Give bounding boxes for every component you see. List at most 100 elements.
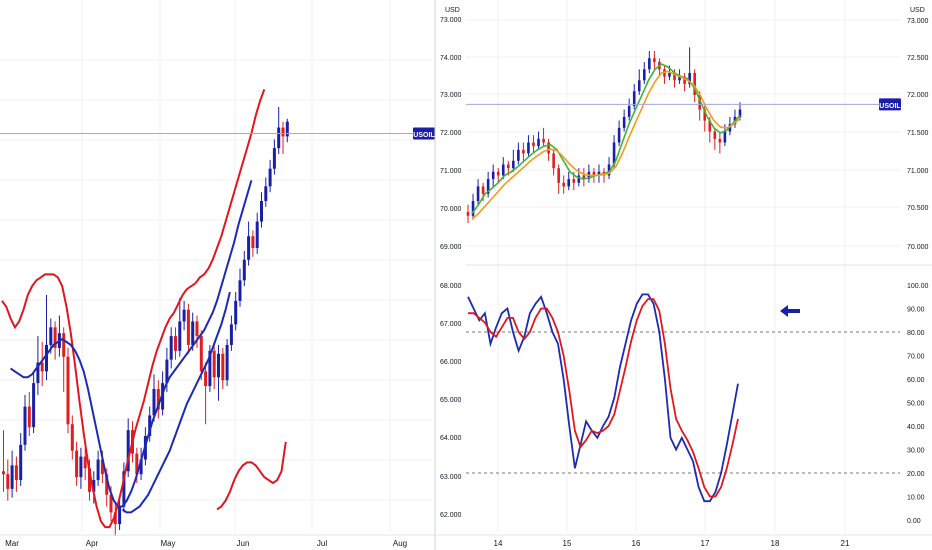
left-candle-body bbox=[152, 389, 156, 416]
right-ytick-label: 71.500 bbox=[907, 130, 929, 137]
right-candle-body bbox=[471, 201, 475, 216]
oscillator-ytick-label: 100.00 bbox=[907, 283, 929, 290]
left-candle-body bbox=[36, 362, 40, 384]
right-candle-body bbox=[653, 58, 656, 62]
left-candle-body bbox=[45, 344, 48, 372]
left-candle-body bbox=[92, 480, 96, 492]
left-candle-body bbox=[14, 465, 18, 481]
left-symbol-text: USOIL bbox=[413, 132, 435, 139]
right-ytick-label: 72.000 bbox=[907, 92, 929, 99]
left-band-lower_red bbox=[216, 441, 287, 511]
left-candle-body bbox=[204, 371, 208, 387]
left-ytick-label: 64.000 bbox=[440, 435, 462, 442]
right-candle-body bbox=[466, 212, 470, 216]
right-xtick-label: 17 bbox=[701, 539, 710, 548]
left-candle-body bbox=[186, 309, 190, 345]
left-candle-body bbox=[135, 453, 139, 475]
left-ytick-label: 73.000 bbox=[440, 92, 462, 99]
right-candle-body bbox=[567, 179, 571, 187]
right-xtick-label: 18 bbox=[771, 539, 780, 548]
right-candle-body bbox=[688, 72, 691, 84]
left-ytick-label: 66.000 bbox=[440, 359, 462, 366]
right-symbol-text: USOIL bbox=[879, 103, 901, 110]
right-candle-body bbox=[577, 175, 581, 183]
right-candle-body bbox=[491, 171, 495, 180]
left-candle-body bbox=[70, 424, 74, 451]
left-candle-body bbox=[195, 321, 199, 337]
right-moving-average-ma_fast bbox=[471, 63, 741, 214]
right-candle-body bbox=[683, 76, 686, 84]
left-candle-body bbox=[212, 350, 216, 378]
right-currency-label: USD bbox=[910, 7, 925, 14]
right-candle-body bbox=[506, 164, 510, 169]
left-candle-body bbox=[2, 471, 5, 475]
right-candle-body bbox=[537, 138, 540, 147]
left-ytick-label: 72.000 bbox=[440, 130, 462, 137]
right-candle-body bbox=[668, 72, 671, 77]
right-candle-body bbox=[693, 72, 696, 95]
right-candle-body bbox=[547, 142, 550, 154]
right-xtick-label: 21 bbox=[841, 539, 850, 548]
left-candle-body bbox=[32, 383, 36, 428]
right-xtick-label: 15 bbox=[563, 539, 572, 548]
left-candle-body bbox=[66, 356, 70, 425]
left-candle-body bbox=[53, 327, 57, 348]
right-candle-body bbox=[501, 164, 505, 176]
oscillator-d_line bbox=[468, 298, 739, 498]
left-ytick-label: 71.000 bbox=[440, 168, 462, 175]
left-candle-body bbox=[208, 350, 212, 387]
right-candle-body bbox=[632, 91, 636, 106]
oscillator-ytick-label: 90.00 bbox=[907, 307, 925, 314]
right-candle-body bbox=[527, 142, 530, 154]
left-candle-body bbox=[217, 353, 220, 378]
left-candle-body bbox=[100, 459, 104, 475]
left-candle-body bbox=[109, 494, 113, 513]
right-candle-body bbox=[597, 171, 601, 176]
left-candle-body bbox=[83, 456, 87, 469]
right-candle-body bbox=[522, 149, 525, 154]
left-candle-body bbox=[178, 321, 182, 351]
right-candle-body bbox=[476, 186, 480, 202]
left-candle-body bbox=[10, 465, 14, 489]
left-symbol-tag bbox=[413, 127, 435, 140]
right-ytick-label: 71.000 bbox=[907, 168, 929, 175]
right-candle-body bbox=[557, 168, 560, 183]
left-band-lower_blue bbox=[121, 291, 231, 514]
left-candle-body bbox=[75, 450, 79, 478]
left-candle-body bbox=[126, 430, 130, 472]
right-candle-body bbox=[673, 72, 676, 81]
left-xtick-label: Apr bbox=[86, 539, 99, 548]
left-candle-body bbox=[234, 300, 238, 325]
right-candle-body bbox=[612, 142, 616, 165]
right-candle-body bbox=[542, 138, 545, 143]
left-candle-body bbox=[264, 186, 268, 201]
right-candle-body bbox=[648, 58, 651, 70]
left-candle-body bbox=[255, 221, 259, 248]
left-ytick-label: 62.000 bbox=[440, 512, 462, 519]
left-candle-body bbox=[277, 127, 281, 149]
left-candle-body bbox=[6, 474, 10, 489]
left-candle-body bbox=[272, 148, 276, 169]
left-candle-body bbox=[122, 471, 126, 507]
left-xtick-label: Jun bbox=[237, 539, 250, 548]
right-candle-body bbox=[486, 179, 490, 194]
right-candle-body bbox=[552, 153, 555, 169]
left-ytick-label: 69.000 bbox=[440, 244, 462, 251]
left-candle-body bbox=[285, 121, 289, 137]
right-candle-body bbox=[617, 127, 621, 143]
oscillator-ytick-label: 60.00 bbox=[907, 377, 925, 384]
right-candle-body bbox=[713, 131, 717, 139]
left-candle-body bbox=[169, 336, 173, 360]
right-candle-body bbox=[481, 186, 485, 194]
right-intraday-panel: USOIL USD 73.000 72.500 72.000 71.500 71.000 70… bbox=[436, 0, 932, 548]
left-candle-body bbox=[156, 389, 160, 410]
left-candle-body bbox=[148, 415, 152, 436]
right-candle-body bbox=[532, 142, 535, 147]
right-candle-body bbox=[723, 131, 727, 143]
left-candle-body bbox=[199, 336, 203, 372]
right-candle-body bbox=[582, 175, 586, 180]
left-candle-body bbox=[96, 459, 100, 481]
left-ytick-label: 65.000 bbox=[440, 397, 462, 404]
right-candle-body bbox=[627, 105, 631, 117]
